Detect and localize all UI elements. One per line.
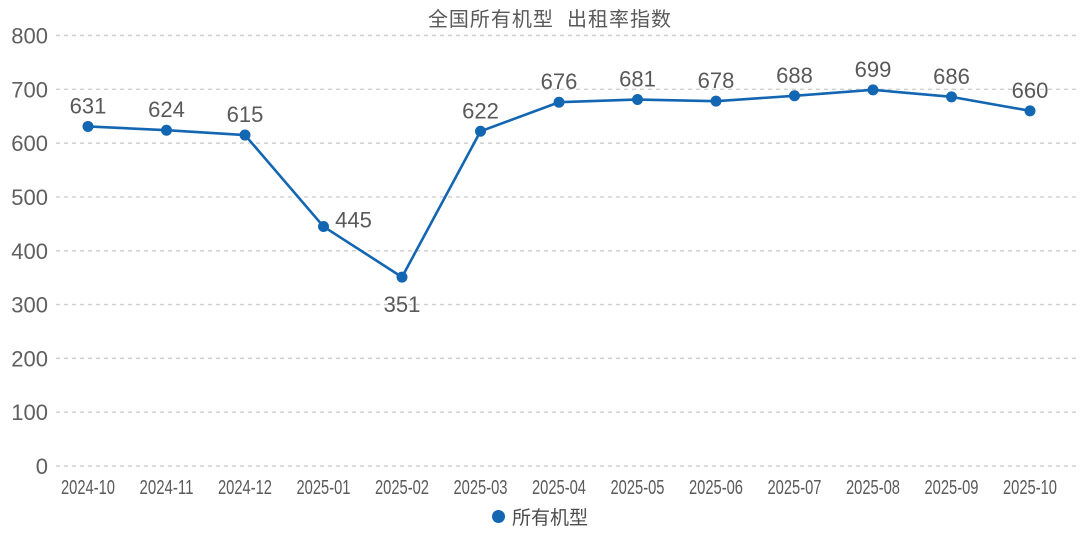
y-axis-tick-label: 500 <box>11 185 48 210</box>
x-axis-tick-label: 2025-08 <box>846 477 900 499</box>
data-point-label: 688 <box>776 63 813 88</box>
data-point-label: 351 <box>384 292 421 317</box>
data-point-labels: 631 624 615 445 351 622 676 681 678 688 699 686 660 <box>70 57 1049 317</box>
legend-series-marker-icon <box>491 510 505 523</box>
y-axis-tick-label: 300 <box>11 293 48 318</box>
x-axis-tick-label: 2025-09 <box>925 477 979 499</box>
x-axis-tick-label: 2024-11 <box>140 477 194 499</box>
data-point-marker <box>318 221 329 233</box>
x-axis-tick-label: 2025-02 <box>375 477 429 499</box>
data-point-marker <box>1024 105 1036 117</box>
x-axis-tick-label: 2025-06 <box>689 477 743 499</box>
data-point-marker <box>867 84 879 96</box>
y-gridlines <box>56 34 1078 467</box>
data-point-marker <box>82 120 94 132</box>
x-axis-tick-label: 2024-12 <box>218 477 272 499</box>
x-axis-tick-label: 2025-10 <box>1003 477 1057 499</box>
x-axis-tick-label: 2025-03 <box>454 477 508 499</box>
x-axis-tick-label: 2024-10 <box>61 477 115 499</box>
data-point-marker <box>161 124 172 136</box>
chart-title: 全国所有机型 出租率指数 <box>427 9 673 31</box>
data-point-marker <box>710 95 722 107</box>
data-point-label: 686 <box>933 64 970 89</box>
data-point-label: 678 <box>698 68 735 93</box>
data-point-label: 676 <box>541 69 578 94</box>
data-point-markers <box>82 84 1036 283</box>
data-point-label: 699 <box>855 57 892 82</box>
y-axis-tick-label: 200 <box>11 346 48 371</box>
x-axis-tick-label: 2025-05 <box>611 477 665 499</box>
data-point-marker <box>632 94 643 106</box>
y-axis-tick-labels: 0 100 200 300 400 500 600 700 800 <box>11 24 48 480</box>
data-point-marker <box>239 129 251 141</box>
x-axis-tick-label: 2025-01 <box>297 477 351 499</box>
y-axis-tick-label: 400 <box>11 239 48 264</box>
data-point-label: 445 <box>335 208 372 233</box>
y-axis-tick-label: 0 <box>36 454 48 479</box>
data-point-marker <box>789 90 800 102</box>
data-point-marker <box>396 271 408 283</box>
data-point-label: 624 <box>148 97 185 122</box>
data-point-label: 615 <box>227 102 264 127</box>
legend-series-label: 所有机型 <box>511 508 589 529</box>
data-point-label: 681 <box>619 67 656 92</box>
y-axis-tick-label: 600 <box>11 131 48 156</box>
data-point-marker <box>553 96 565 108</box>
y-axis-tick-label: 800 <box>11 24 48 49</box>
x-axis-tick-labels: 2024-10 2024-11 2024-12 2025-01 2025-02 2025-… <box>61 477 1057 499</box>
data-point-marker <box>946 91 957 103</box>
x-axis-tick-label: 2025-07 <box>768 477 822 499</box>
y-axis-tick-label: 700 <box>11 77 48 102</box>
y-axis-tick-label: 100 <box>11 400 48 425</box>
legend: 所有机型 <box>491 503 589 530</box>
x-axis-tick-label: 2025-04 <box>532 477 586 499</box>
data-point-label: 631 <box>70 93 107 118</box>
data-point-marker <box>475 125 486 137</box>
data-point-label: 622 <box>462 98 499 123</box>
data-point-label: 660 <box>1012 78 1049 103</box>
